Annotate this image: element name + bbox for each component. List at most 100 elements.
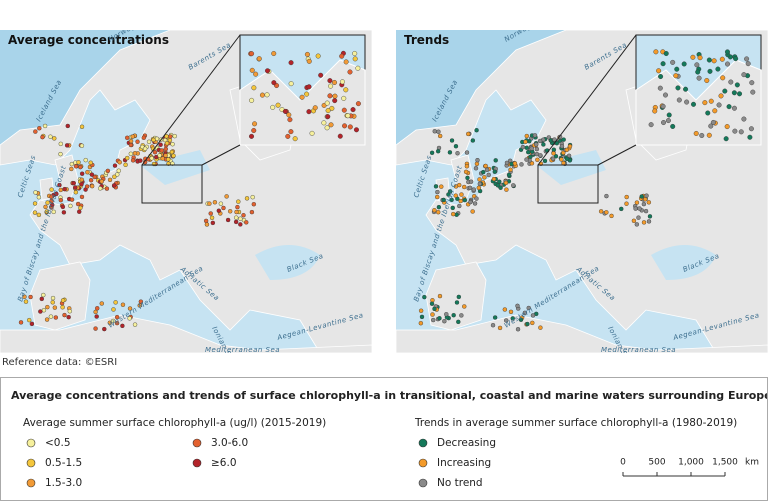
station [522,310,528,316]
station [164,134,169,139]
station [459,192,464,197]
station [447,189,453,194]
station [69,166,74,172]
station [674,66,680,72]
station [704,78,710,84]
station [484,167,490,173]
station [546,135,552,140]
station [716,102,722,108]
station [350,107,356,113]
station [666,112,672,118]
station [432,208,437,213]
station [73,164,79,169]
station [459,313,464,318]
station [27,317,32,323]
station [524,133,529,139]
legend-swatch [26,438,36,448]
station [675,85,681,91]
inset-connector [141,34,241,166]
station [465,175,470,181]
station [107,177,113,183]
station [520,144,526,150]
station [282,108,288,114]
station [78,205,83,211]
station [93,326,98,331]
station [60,204,66,210]
station [99,301,104,306]
station [720,75,726,81]
station [646,219,652,224]
station [467,185,473,191]
station [473,166,479,171]
station [271,80,277,86]
station [249,209,255,215]
station [750,89,756,95]
station [79,182,84,187]
station [88,160,93,165]
station [462,304,467,309]
station [436,129,441,134]
station [50,300,55,305]
inset-connector [537,34,637,166]
station [110,318,116,324]
map-title: Trends [404,33,449,47]
station [444,312,449,317]
station [158,142,163,147]
station [748,126,754,132]
station [337,133,343,139]
station [125,155,130,161]
inset-connector [201,144,241,166]
station [51,209,56,215]
station [706,132,712,138]
station [287,117,293,123]
station [634,222,640,227]
station [491,176,497,182]
station [60,305,65,310]
station [60,298,66,303]
station [504,160,510,166]
station [112,183,117,188]
station [168,134,173,139]
station [288,129,294,135]
station [567,143,573,149]
station [492,315,498,320]
station [656,68,662,74]
station [164,141,170,146]
station [166,157,171,162]
legend-swatch [26,478,36,488]
station [62,312,67,318]
station [724,124,730,130]
station [604,193,609,199]
station [115,172,120,177]
station [497,325,503,331]
station [665,118,671,124]
station [723,136,729,142]
station [325,108,331,114]
station [208,211,213,216]
station [221,205,226,211]
station [538,325,543,330]
station [637,206,642,211]
station [564,147,569,153]
station [453,193,458,198]
sea [140,150,210,185]
station [23,299,29,304]
station [28,294,33,300]
station [73,190,79,195]
deep-sea [396,30,566,145]
station [79,171,85,176]
station [690,54,696,60]
station [342,123,348,129]
station [207,201,212,206]
station [524,145,529,150]
station [347,69,353,75]
station [486,172,491,178]
station [332,93,338,99]
station [497,179,502,184]
station [707,68,713,74]
station [163,153,168,158]
legend-swatch [418,478,428,488]
